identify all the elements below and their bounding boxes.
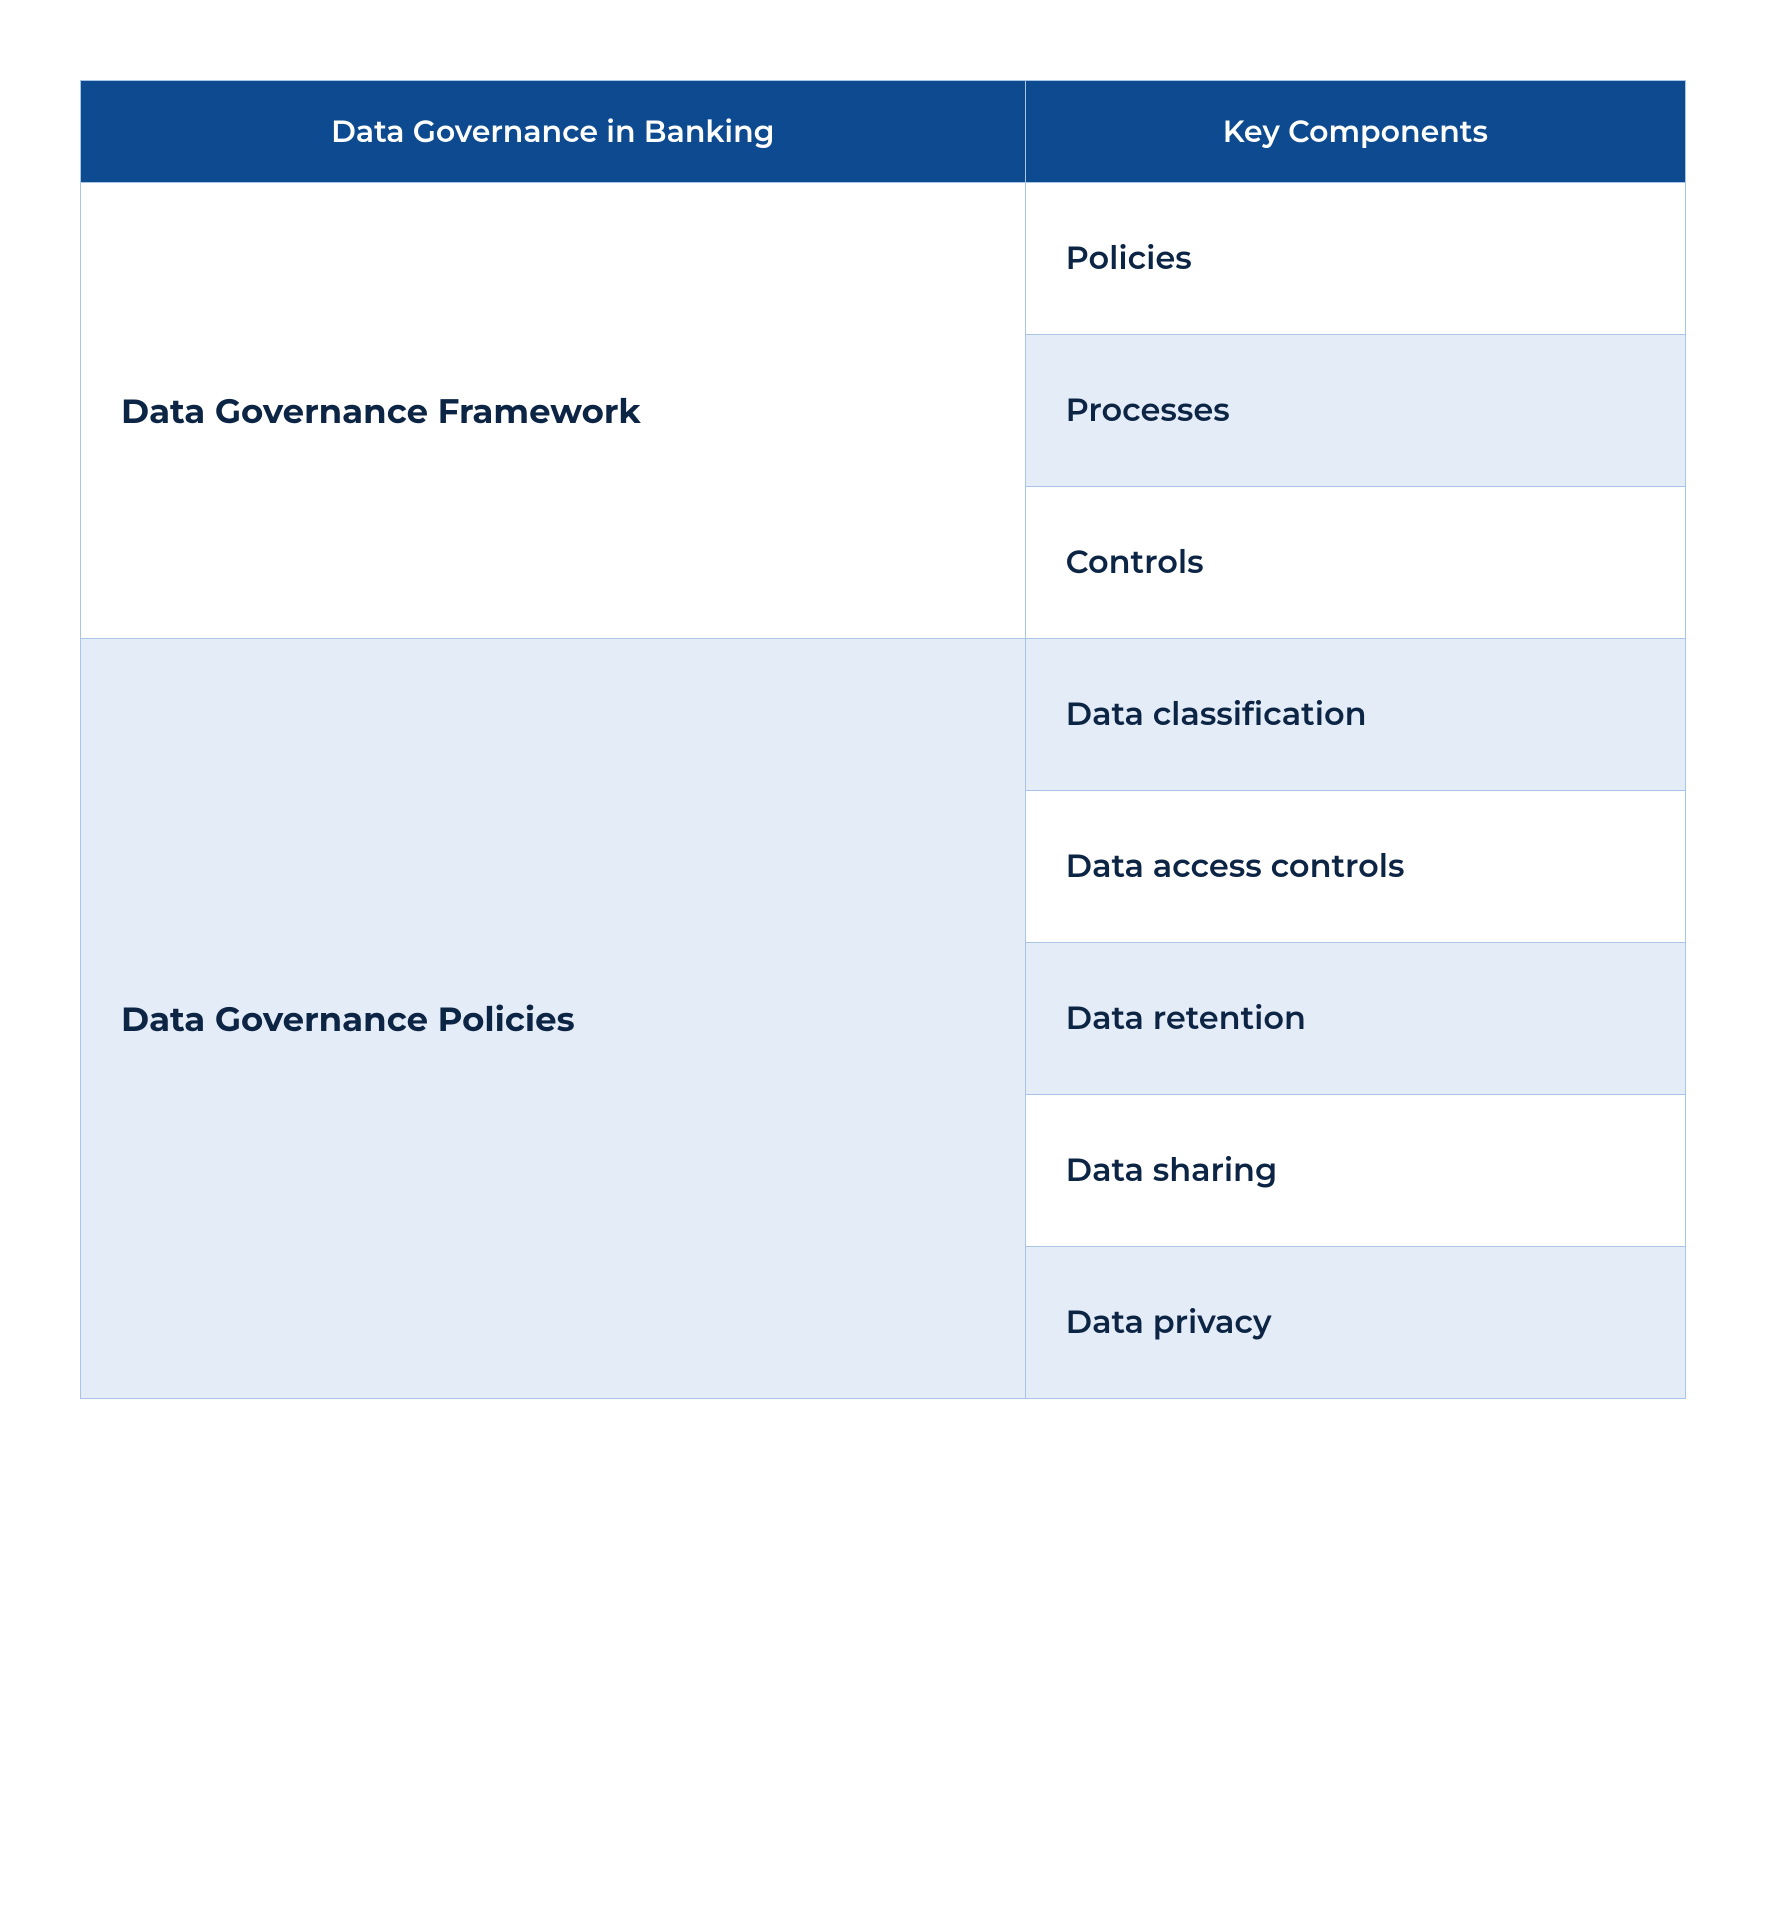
table-row: Data Governance Policies Data classifica… xyxy=(81,639,1686,791)
component-cell: Processes xyxy=(1025,335,1685,487)
table-body: Data Governance Framework Policies Proce… xyxy=(81,183,1686,1399)
component-cell: Data classification xyxy=(1025,639,1685,791)
header-col1: Data Governance in Banking xyxy=(81,81,1026,183)
table-row: Data Governance Framework Policies xyxy=(81,183,1686,335)
data-governance-table: Data Governance in Banking Key Component… xyxy=(80,80,1686,1399)
component-cell: Controls xyxy=(1025,487,1685,639)
category-cell-policies: Data Governance Policies xyxy=(81,639,1026,1399)
component-cell: Data privacy xyxy=(1025,1247,1685,1399)
component-cell: Data retention xyxy=(1025,943,1685,1095)
category-cell-framework: Data Governance Framework xyxy=(81,183,1026,639)
component-cell: Data access controls xyxy=(1025,791,1685,943)
component-cell: Data sharing xyxy=(1025,1095,1685,1247)
table-header-row: Data Governance in Banking Key Component… xyxy=(81,81,1686,183)
header-col2: Key Components xyxy=(1025,81,1685,183)
component-cell: Policies xyxy=(1025,183,1685,335)
